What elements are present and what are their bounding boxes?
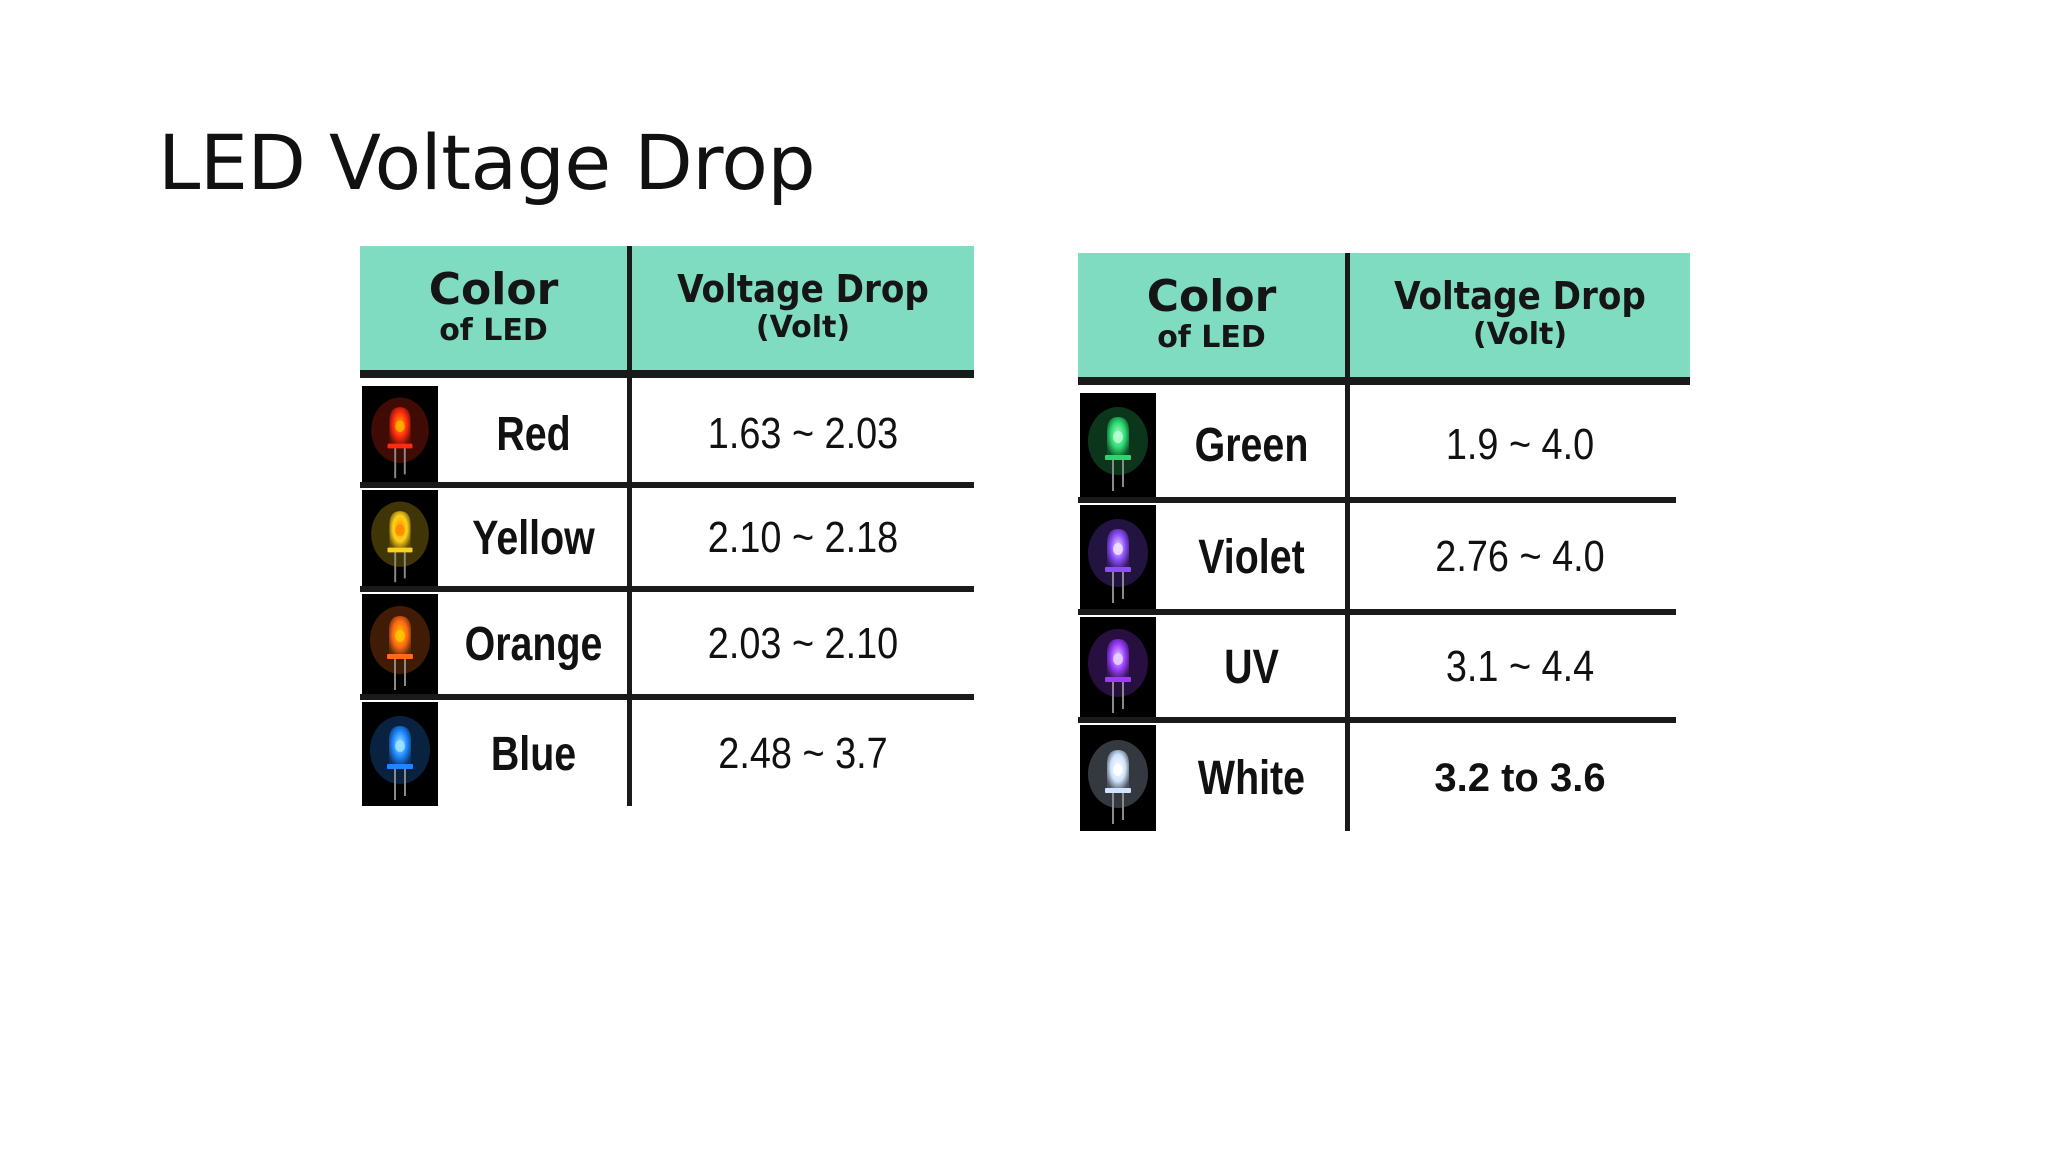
header-rule [360, 370, 974, 378]
led-color-name: Violet [1198, 530, 1305, 584]
led-red-image [362, 386, 438, 482]
led-white-image [1080, 725, 1156, 831]
row-divider [1078, 497, 1676, 503]
led-icon [370, 716, 430, 800]
led-icon [371, 501, 429, 583]
column-divider [627, 246, 632, 806]
led-icon [371, 397, 429, 479]
voltage-value: 3.1 ~ 4.4 [1445, 642, 1595, 691]
table-row: Blue 2.48 ~ 3.7 [360, 702, 974, 806]
led-color-name: Blue [490, 727, 577, 781]
table-row: Orange 2.03 ~ 2.10 [360, 594, 974, 694]
led-color-name: Yellow [472, 511, 595, 565]
row-divider [1078, 609, 1676, 615]
header-color-label: Color [1146, 270, 1277, 322]
led-icon [1088, 407, 1148, 491]
led-uv-image [1080, 617, 1156, 717]
led-icon [1088, 740, 1148, 824]
led-icon [370, 606, 430, 690]
voltage-value: 2.48 ~ 3.7 [718, 729, 888, 778]
led-color-name: UV [1224, 640, 1279, 694]
row-divider [360, 482, 974, 488]
table-row: UV 3.1 ~ 4.4 [1078, 617, 1690, 717]
table-row: Red 1.63 ~ 2.03 [360, 386, 974, 482]
voltage-table-left: Color of LED Voltage Drop (Volt) Red 1.6… [360, 246, 974, 806]
voltage-value: 1.9 ~ 4.0 [1445, 420, 1595, 469]
led-blue-image [362, 702, 438, 806]
header-voltage-unit: (Volt) [1472, 316, 1568, 352]
voltage-table-right: Color of LED Voltage Drop (Volt) Green 1… [1078, 253, 1690, 831]
led-icon [1088, 629, 1148, 713]
header-color-cell: Color of LED [360, 246, 627, 370]
led-color-name: White [1197, 751, 1306, 805]
row-divider [360, 586, 974, 592]
voltage-value: 2.10 ~ 2.18 [707, 513, 899, 562]
slide-title: LED Voltage Drop [158, 118, 816, 207]
led-color-name: Orange [464, 617, 603, 671]
led-green-image [1080, 393, 1156, 497]
header-color-label: Color [428, 263, 559, 315]
row-divider [360, 694, 974, 700]
header-voltage-cell: Voltage Drop (Volt) [632, 246, 974, 370]
table-header [1078, 253, 1690, 377]
header-voltage-unit: (Volt) [755, 309, 851, 345]
voltage-value: 1.63 ~ 2.03 [707, 409, 899, 458]
led-icon [1088, 519, 1148, 603]
header-color-sublabel: of LED [439, 313, 548, 349]
table-row: Green 1.9 ~ 4.0 [1078, 393, 1690, 497]
row-divider [1078, 717, 1676, 723]
voltage-value: 2.03 ~ 2.10 [707, 619, 899, 668]
led-orange-image [362, 594, 438, 694]
table-header [360, 246, 974, 370]
led-color-name: Red [496, 407, 571, 461]
header-voltage-label: Voltage Drop [1394, 274, 1646, 319]
header-voltage-cell: Voltage Drop (Volt) [1350, 253, 1690, 377]
table-row: Yellow 2.10 ~ 2.18 [360, 490, 974, 586]
header-rule [1078, 377, 1690, 385]
table-row: Violet 2.76 ~ 4.0 [1078, 505, 1690, 609]
voltage-value: 3.2 to 3.6 [1434, 755, 1606, 800]
header-voltage-label: Voltage Drop [677, 267, 929, 312]
led-color-name: Green [1194, 418, 1309, 472]
voltage-value: 2.76 ~ 4.0 [1435, 532, 1605, 581]
table-row: White 3.2 to 3.6 [1078, 725, 1690, 831]
header-color-cell: Color of LED [1078, 253, 1345, 377]
led-yellow-image [362, 490, 438, 586]
column-divider [1345, 253, 1350, 831]
led-violet-image [1080, 505, 1156, 609]
header-color-sublabel: of LED [1157, 320, 1266, 356]
